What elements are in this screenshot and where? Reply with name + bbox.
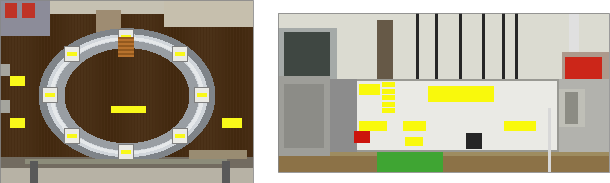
Bar bbox=[0, 0, 253, 183]
Bar bbox=[278, 13, 609, 172]
